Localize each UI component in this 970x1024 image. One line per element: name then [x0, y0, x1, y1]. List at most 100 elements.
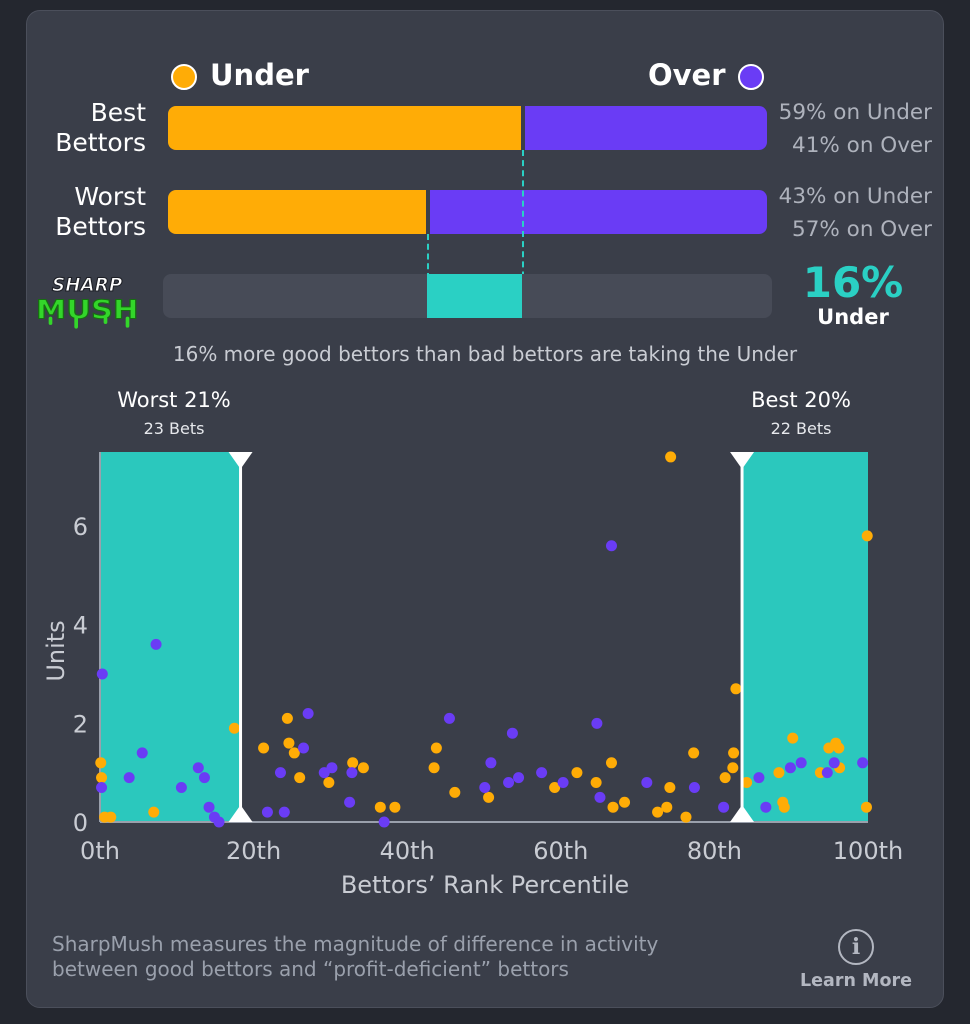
difference-value: 16%: [802, 258, 904, 307]
worst-bettors-label-line2: Bettors: [55, 212, 146, 241]
over-point: [828, 757, 840, 769]
best-over-text: 41% on Over: [792, 133, 932, 158]
footer-description: SharpMush measures the magnitude of diff…: [52, 932, 772, 982]
difference-side: Under: [817, 305, 889, 329]
svg-text:MUSH: MUSH: [36, 296, 139, 326]
over-point: [513, 772, 525, 784]
x-tick-label: 20th: [226, 837, 281, 865]
over-point: [479, 781, 491, 793]
under-point: [665, 451, 677, 463]
over-point: [150, 638, 162, 650]
footer-line2: between good bettors and “profit-deficie…: [52, 957, 569, 981]
best-percent-text: 59% on Under 41% on Over: [732, 96, 932, 162]
under-point: [389, 801, 401, 813]
over-point: [753, 772, 765, 784]
best-bar-divider: [521, 106, 526, 150]
over-legend-dot: [738, 64, 764, 90]
over-point: [192, 762, 204, 774]
over-point: [96, 668, 108, 680]
best-bettors-label-line2: Bettors: [55, 128, 146, 157]
over-point: [198, 772, 210, 784]
over-point: [96, 781, 108, 793]
under-point: [741, 777, 753, 789]
worst-region-title: Worst 21%: [117, 388, 231, 412]
under-point: [549, 781, 561, 793]
worst-bettors-bar: [168, 190, 767, 234]
over-point: [795, 757, 807, 769]
under-point: [728, 747, 740, 759]
x-tick-label: 60th: [533, 837, 588, 865]
y-tick-label: 2: [73, 710, 88, 738]
x-tick-label: 0th: [80, 837, 120, 865]
y-tick-label: 6: [73, 513, 88, 541]
best-under-segment: [168, 106, 522, 150]
under-point: [680, 811, 692, 823]
over-point: [506, 727, 518, 739]
over-point: [123, 772, 135, 784]
under-point: [95, 757, 107, 769]
over-point: [326, 762, 338, 774]
y-tick-label: 4: [73, 612, 88, 640]
under-point: [294, 772, 306, 784]
footer-line1: SharpMush measures the magnitude of diff…: [52, 932, 659, 956]
learn-more-link[interactable]: Learn More: [800, 971, 912, 991]
over-point: [760, 801, 772, 813]
best-bettors-bar: [168, 106, 767, 150]
over-point: [857, 757, 869, 769]
best-under-text: 59% on Under: [778, 100, 932, 125]
under-point: [661, 801, 673, 813]
sharpmush-logo: SHARP MUSH: [35, 274, 139, 329]
over-point: [302, 707, 314, 719]
worst-percent-text: 43% on Under 57% on Over: [732, 180, 932, 246]
under-point: [861, 530, 873, 542]
under-point: [773, 767, 785, 779]
worst-over-text: 57% on Over: [792, 217, 932, 242]
over-point: [346, 767, 358, 779]
under-legend-label: Under: [210, 58, 309, 92]
under-point: [833, 742, 845, 754]
under-point: [357, 762, 369, 774]
over-point: [344, 796, 356, 808]
region-handle-bottom-0: [228, 805, 253, 822]
info-circle-icon[interactable]: i: [838, 929, 874, 965]
under-legend-dot: [171, 64, 197, 90]
best-bettors-label: Best Bettors: [16, 98, 146, 158]
over-point: [784, 762, 796, 774]
best-region-title: Best 20%: [751, 388, 851, 412]
over-point: [136, 747, 148, 759]
over-point: [443, 712, 455, 724]
under-point: [652, 806, 664, 818]
best-bettors-label-line1: Best: [90, 98, 146, 127]
over-point: [175, 781, 187, 793]
x-tick-label: 40th: [380, 837, 435, 865]
region-handle-top-1: [730, 452, 755, 469]
region-handle-top-0: [228, 452, 253, 469]
under-point: [281, 712, 293, 724]
under-point: [719, 772, 731, 784]
worst-over-segment: [429, 190, 767, 234]
under-point: [428, 762, 440, 774]
y-axis-label: Units: [42, 620, 70, 681]
under-point: [860, 801, 872, 813]
under-point: [483, 791, 495, 803]
worst-bettors-label-line1: Worst: [74, 182, 146, 211]
under-point: [619, 796, 631, 808]
under-point: [105, 811, 117, 823]
over-point: [605, 540, 617, 552]
under-point: [778, 801, 790, 813]
over-point: [298, 742, 310, 754]
region-handle-bottom-1: [730, 805, 755, 822]
y-tick-label: 0: [73, 809, 88, 837]
under-point: [449, 786, 461, 798]
under-point: [323, 777, 335, 789]
worst-under-text: 43% on Under: [778, 184, 932, 209]
difference-fill: [426, 274, 523, 318]
over-point: [278, 806, 290, 818]
over-point: [594, 791, 606, 803]
worst-bar-divider: [425, 190, 430, 234]
over-point: [503, 777, 515, 789]
under-point: [664, 781, 676, 793]
under-point: [374, 801, 386, 813]
under-point: [590, 777, 602, 789]
